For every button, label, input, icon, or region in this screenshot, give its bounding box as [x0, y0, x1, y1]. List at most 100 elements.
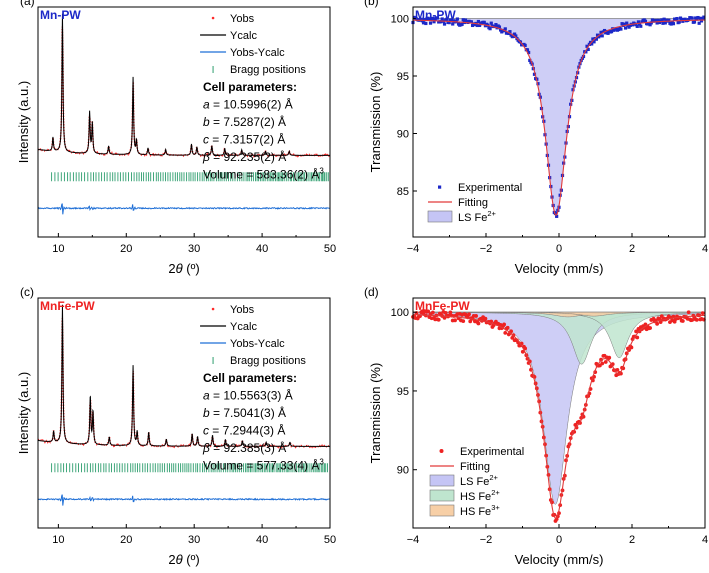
data-point: [502, 323, 506, 327]
data-point: [456, 17, 459, 20]
data-point: [701, 311, 705, 315]
legend-experimental-marker: [440, 449, 444, 453]
legend-label-3: HS Fe2+: [460, 488, 500, 503]
legend-component-swatch: [430, 490, 454, 501]
data-point: [484, 317, 488, 321]
x-label-two: 2: [168, 552, 175, 567]
legend-yobs-label: Yobs: [230, 304, 255, 316]
panel-label: (d): [364, 285, 379, 299]
data-point: [675, 17, 678, 20]
x-tick-label: 0: [556, 534, 562, 546]
legend-label-text: LS Fe: [458, 212, 487, 224]
cell-param-value: = 10.5996(2) Å: [210, 97, 293, 112]
data-point: [600, 362, 604, 366]
y-tick-label: 85: [397, 186, 409, 198]
x-tick-label: −4: [407, 534, 420, 546]
legend-ycalc-label: Ycalc: [230, 30, 257, 42]
legend-component-swatch: [428, 211, 452, 222]
y-tick-label: 95: [397, 71, 409, 83]
cell-volume: Volume = 583.36(2) Å3: [203, 167, 324, 182]
legend-yobs-label: Yobs: [230, 13, 255, 25]
legend-label-2: LS Fe2+: [460, 473, 499, 488]
legend-label-4: HS Fe3+: [460, 503, 500, 518]
plot-frame: [38, 298, 330, 528]
legend-yobs-marker: [212, 17, 215, 20]
plot-frame: [38, 7, 330, 237]
cell-param-value: = 7.2944(3) Å: [209, 423, 285, 438]
x-label-theta: θ: [176, 552, 183, 567]
data-point: [437, 318, 441, 322]
cell-parameters-title: Cell parameters:: [203, 80, 297, 94]
cell-param-b: b = 7.5041(3) Å: [203, 405, 286, 420]
legend-label-superscript: 3+: [491, 503, 500, 512]
cell-param-value: = 92.235(2) Å: [210, 149, 286, 164]
legend-label-text: Experimental: [458, 182, 522, 194]
x-tick-label: −4: [407, 243, 420, 255]
cell-param-c: c = 7.2944(3) Å: [203, 423, 285, 438]
panel-label: (c): [20, 285, 34, 299]
sample-label: MnFe-PW: [40, 299, 95, 313]
x-tick-label: 2: [629, 243, 635, 255]
data-point: [506, 326, 510, 330]
cell-param-value: = 7.3157(2) Å: [209, 132, 285, 147]
data-point: [693, 20, 696, 23]
y-tick-label: 100: [391, 14, 409, 26]
component-fill-0: [413, 312, 705, 504]
x-tick-label: 4: [702, 243, 708, 255]
y-axis-label: Intensity (a.u.): [16, 81, 31, 163]
x-axis-label: Velocity (mm/s): [515, 261, 604, 276]
x-tick-label: 10: [52, 534, 64, 546]
legend-label-superscript: 2+: [487, 209, 496, 218]
difference-curve: [38, 495, 329, 506]
x-tick-label: −2: [480, 534, 493, 546]
y-axis-label: Transmission (%): [368, 72, 383, 173]
data-point: [601, 34, 604, 37]
component-fill-0: [413, 19, 705, 216]
sample-label: Mn-PW: [40, 8, 81, 22]
legend-component-swatch: [430, 475, 454, 486]
cell-volume-superscript: 3: [319, 458, 324, 467]
data-point: [443, 22, 446, 25]
y-tick-label: 100: [391, 307, 409, 319]
data-point: [655, 322, 659, 326]
x-label-two: 2: [168, 261, 175, 276]
legend-label-superscript: 2+: [489, 473, 498, 482]
legend-label-1: Fitting: [458, 197, 488, 209]
sample-label: Mn-PW: [415, 8, 456, 22]
y-tick-label: 95: [397, 386, 409, 398]
data-point: [474, 314, 478, 318]
legend-label-text: Experimental: [460, 446, 524, 458]
mossbauer-panel-d: −4 −2 0 2 49095100Velocity (mm/s)Transmissio…: [364, 285, 708, 567]
x-tick-label: 40: [256, 243, 268, 255]
data-point: [604, 360, 608, 364]
cell-volume: Volume = 577.33(4) Å3: [203, 458, 324, 473]
data-point: [648, 326, 652, 330]
x-tick-label: 20: [120, 534, 132, 546]
xrd-panel-c: 10 20 30 40 502θ (º)Intensity (a.u.)(c)MnFe-…: [16, 285, 336, 567]
x-tick-label: 4: [702, 534, 708, 546]
x-axis-label: Velocity (mm/s): [515, 552, 604, 567]
panel-label: (b): [364, 0, 379, 8]
legend-diff-label: Yobs-Ycalc: [230, 47, 285, 59]
x-label-unit: (º): [183, 552, 200, 567]
x-tick-label: 40: [256, 534, 268, 546]
legend-label-2: LS Fe2+: [458, 209, 497, 224]
x-tick-label: 30: [188, 243, 200, 255]
legend-bragg-label: Bragg positions: [230, 64, 306, 76]
data-point: [672, 22, 675, 25]
cell-param-beta: β = 92.385(3) Å: [202, 440, 286, 455]
xrd-panel-a: 10 20 30 40 50 2θ (º) Intensity (a.u.) (a) Mn-PW…: [16, 0, 336, 276]
cell-param-a: a = 10.5563(3) Å: [203, 388, 293, 403]
cell-param-c: c = 7.3157(2) Å: [203, 132, 285, 147]
legend-label-0: Experimental: [460, 446, 524, 458]
sample-label: MnFe-PW: [415, 299, 470, 313]
cell-param-b: b = 7.5287(2) Å: [203, 114, 286, 129]
x-tick-label: 50: [324, 243, 336, 255]
x-tick-label: 2: [629, 534, 635, 546]
legend-component-swatch: [430, 505, 454, 516]
legend-yobs-marker: [212, 308, 215, 311]
data-point: [619, 27, 622, 30]
data-point: [695, 318, 699, 322]
legend-label-0: Experimental: [458, 182, 522, 194]
x-label-theta: θ: [176, 261, 183, 276]
